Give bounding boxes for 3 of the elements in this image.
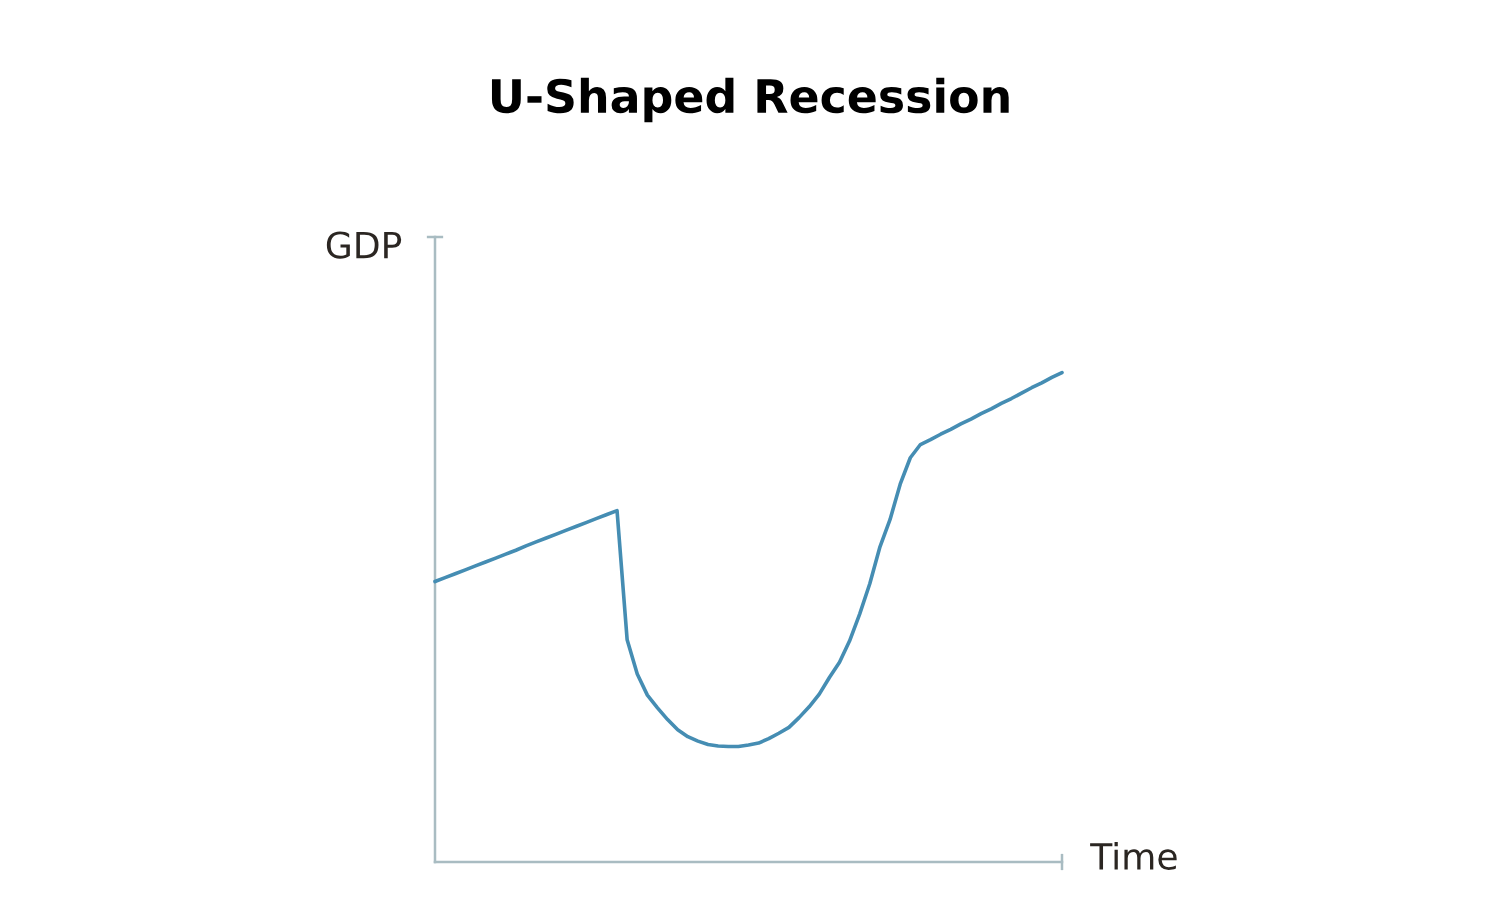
chart-title: U-Shaped Recession	[491, 77, 1009, 123]
x-axis-title: Time	[1090, 842, 1177, 870]
y-axis-title: GDP	[326, 231, 402, 259]
